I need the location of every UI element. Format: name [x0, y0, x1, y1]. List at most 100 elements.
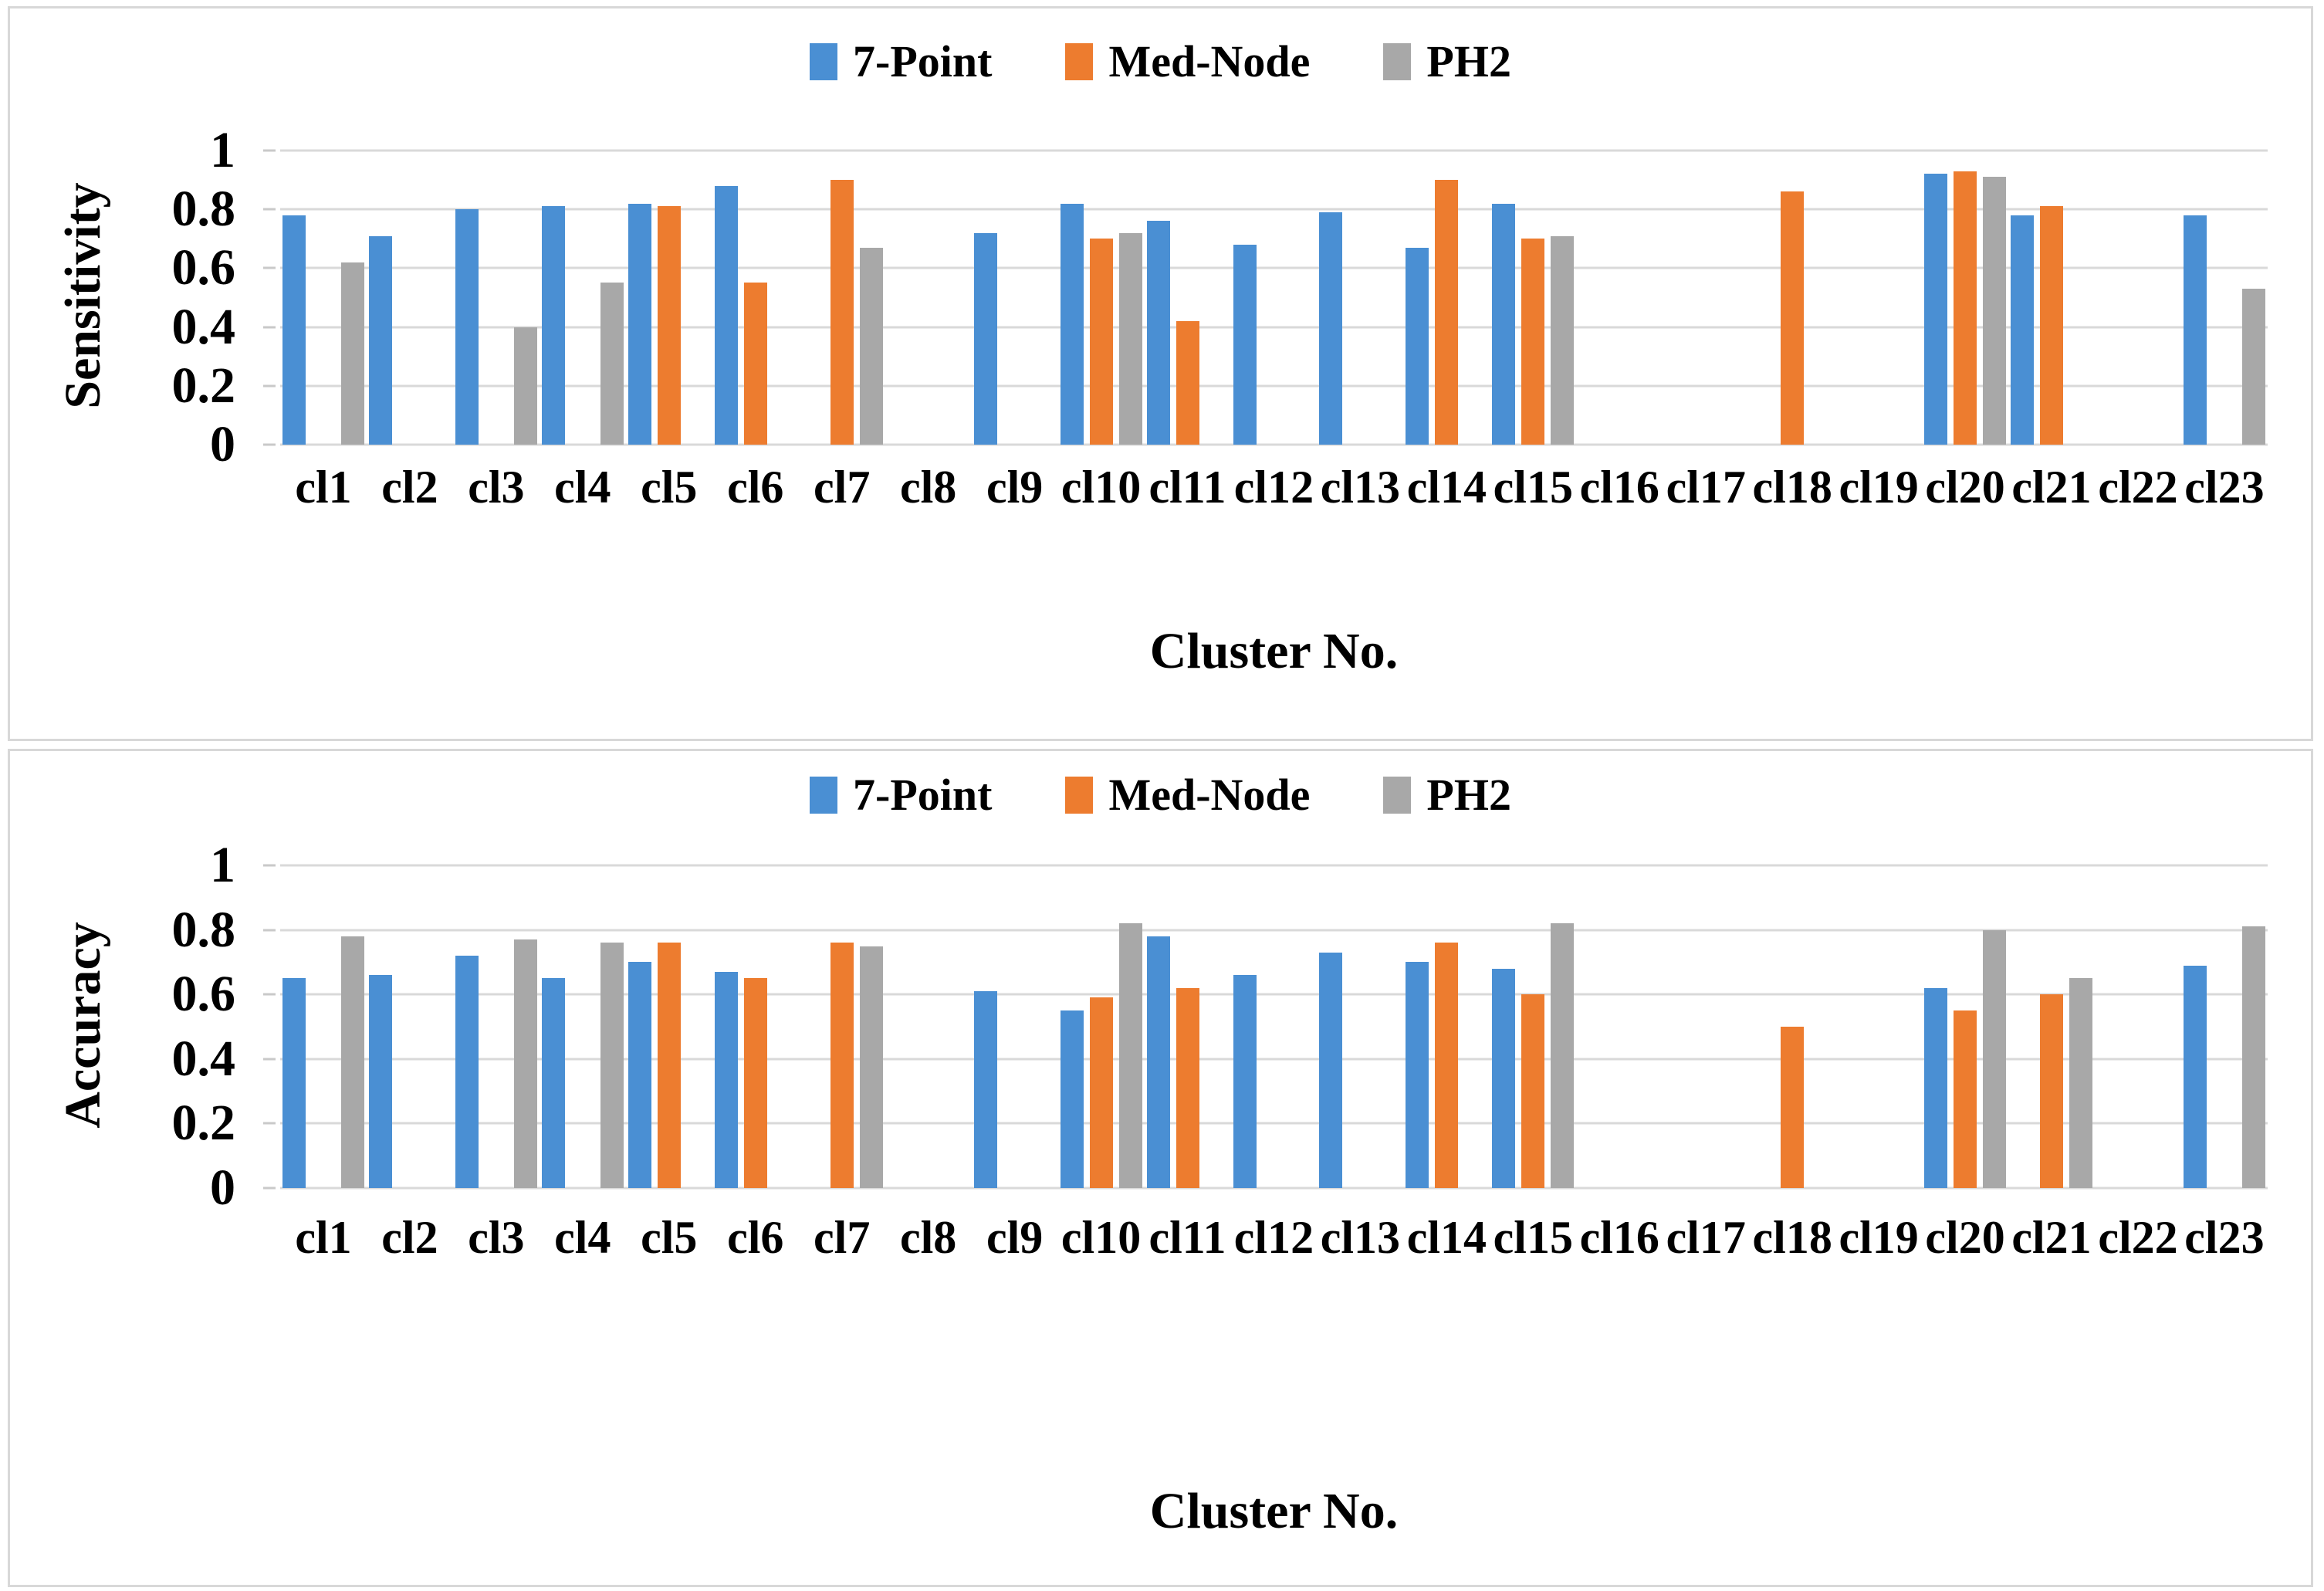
y-tickmark	[263, 443, 276, 446]
bar-group-cl13	[1317, 151, 1403, 445]
x-tick-label: cl4	[554, 1212, 611, 1263]
y-tickmark	[263, 1058, 276, 1061]
bars	[280, 151, 2268, 445]
bar-7-point-cl23	[2184, 215, 2207, 445]
x-tick-label: cl13	[1320, 1212, 1401, 1263]
bar-med-node-cl10	[1089, 239, 1113, 445]
plot-area	[263, 149, 2268, 446]
bar-group-cl6	[712, 151, 799, 445]
bar-7-point-cl5	[628, 203, 651, 445]
bar-ph2-cl4	[600, 283, 624, 445]
bar-med-node-cl18	[1781, 1027, 1805, 1188]
y-tickmark	[263, 208, 276, 211]
bar-group-cl20	[1922, 865, 2008, 1188]
legend-item-ph2: PH2	[1383, 773, 1511, 818]
x-tick-label: cl11	[1148, 1212, 1226, 1263]
bar-group-cl14	[1403, 151, 1490, 445]
gridline	[280, 149, 2268, 152]
x-tick-label: cl5	[641, 462, 698, 513]
legend-swatch-ph2-icon	[1383, 43, 1412, 80]
gridline-layer	[263, 149, 2268, 446]
bar-group-cl10	[1058, 151, 1145, 445]
bar-med-node-cl20	[1954, 1010, 1977, 1188]
bar-med-node-cl11	[1176, 320, 1199, 445]
x-tick-label: cl16	[1579, 462, 1659, 513]
legend-label: Med-Node	[1108, 770, 1311, 820]
gridline	[280, 208, 2268, 211]
bar-7-point-cl3	[455, 956, 479, 1188]
x-tick-label: cl8	[899, 1212, 957, 1263]
bar-7-point-cl20	[1924, 174, 1948, 445]
x-tick-label: cl10	[1061, 462, 1142, 513]
x-tick-label: cl21	[2011, 462, 2092, 513]
bar-med-node-cl5	[657, 206, 681, 445]
bar-group-cl4	[540, 865, 626, 1188]
x-tick-label: cl17	[1666, 462, 1746, 513]
bar-7-point-cl9	[973, 232, 997, 445]
bar-ph2-cl1	[341, 262, 364, 445]
gridline	[280, 326, 2268, 329]
x-tick-label: cl7	[814, 1212, 871, 1263]
x-axis-labels: cl1 cl2 cl3 cl4 cl5 cl6 cl7 cl8 cl9 cl10 cl11 cl12 c…	[280, 1214, 2268, 1261]
gridline-layer	[263, 864, 2268, 1190]
bar-7-point-cl1	[282, 215, 306, 445]
bar-7-point-cl4	[541, 978, 565, 1188]
y-tick-label: 0.6	[171, 239, 236, 296]
y-tick-label: 0	[210, 1159, 235, 1216]
y-tickmark	[263, 993, 276, 996]
legend-label: PH2	[1426, 770, 1511, 820]
gridline	[280, 929, 2268, 932]
gridline	[280, 1122, 2268, 1125]
x-tick-label: cl3	[468, 462, 525, 513]
x-tick-label: cl8	[899, 462, 957, 513]
bar-7-point-cl14	[1406, 247, 1429, 445]
legend-label: PH2	[1426, 36, 1511, 86]
legend-label: 7-Point	[853, 36, 993, 86]
legend-swatch-ph2-icon	[1383, 777, 1412, 814]
gridline	[280, 864, 2268, 867]
legend: 7-Point Med-Node PH2	[10, 773, 2311, 818]
x-tick-label: cl18	[1752, 1212, 1832, 1263]
bar-group-cl15	[1490, 865, 1576, 1188]
x-tick-label: cl12	[1233, 462, 1314, 513]
x-tick-label: cl23	[2184, 462, 2265, 513]
bar-med-node-cl18	[1781, 191, 1805, 445]
bar-med-node-cl10	[1089, 997, 1113, 1188]
bar-7-point-cl11	[1146, 221, 1170, 445]
bar-med-node-cl6	[743, 283, 767, 445]
bar-group-cl17	[1663, 865, 1749, 1188]
bar-group-cl12	[1231, 151, 1318, 445]
bar-group-cl23	[2181, 151, 2268, 445]
bar-7-point-cl23	[2184, 965, 2207, 1188]
bar-med-node-cl21	[2040, 206, 2064, 445]
y-tickmark	[263, 266, 276, 269]
bar-ph2-cl20	[1983, 177, 2007, 445]
x-tick-label: cl1	[295, 462, 352, 513]
bar-group-cl7	[799, 865, 885, 1188]
accuracy-chart-panel: 7-Point Med-Node PH2 Accuracy 1 0.8 0.6 0.4 0.…	[8, 749, 2313, 1587]
bar-7-point-cl6	[714, 185, 738, 445]
bar-med-node-cl20	[1954, 171, 1977, 445]
bar-group-cl8	[885, 151, 972, 445]
y-tick-label: 0.4	[171, 1030, 236, 1087]
x-tick-label: cl14	[1406, 462, 1487, 513]
bar-group-cl17	[1663, 151, 1749, 445]
bar-group-cl1	[280, 151, 367, 445]
legend-item-7-point: 7-Point	[810, 773, 992, 818]
x-tick-label: cl18	[1752, 462, 1832, 513]
bar-ph2-cl10	[1118, 232, 1142, 445]
gridline	[280, 384, 2268, 388]
bar-group-cl22	[2095, 151, 2181, 445]
bar-7-point-cl13	[1319, 952, 1343, 1188]
bar-group-cl10	[1058, 865, 1145, 1188]
x-tick-label: cl16	[1579, 1212, 1659, 1263]
bar-group-cl2	[367, 865, 453, 1188]
bar-group-cl11	[1145, 865, 1231, 1188]
bar-7-point-cl12	[1233, 975, 1257, 1188]
x-tick-label: cl11	[1148, 462, 1226, 513]
x-tick-label: cl6	[727, 462, 784, 513]
bar-7-point-cl15	[1492, 968, 1516, 1188]
x-tick-label: cl13	[1320, 462, 1401, 513]
x-tick-label: cl6	[727, 1212, 784, 1263]
